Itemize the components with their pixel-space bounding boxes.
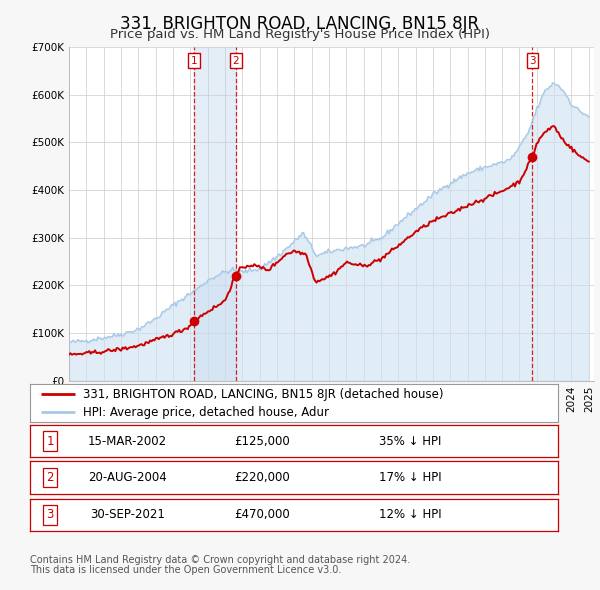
Text: 20-AUG-2004: 20-AUG-2004 bbox=[88, 471, 167, 484]
Text: 15-MAR-2002: 15-MAR-2002 bbox=[88, 434, 167, 448]
Text: 1: 1 bbox=[46, 434, 54, 448]
Text: £125,000: £125,000 bbox=[235, 434, 290, 448]
Text: 2: 2 bbox=[46, 471, 54, 484]
Text: 35% ↓ HPI: 35% ↓ HPI bbox=[379, 434, 442, 448]
Bar bbox=[194, 47, 236, 381]
Text: 12% ↓ HPI: 12% ↓ HPI bbox=[379, 508, 442, 522]
Text: 331, BRIGHTON ROAD, LANCING, BN15 8JR (detached house): 331, BRIGHTON ROAD, LANCING, BN15 8JR (d… bbox=[83, 388, 443, 401]
Text: £470,000: £470,000 bbox=[235, 508, 290, 522]
Text: Contains HM Land Registry data © Crown copyright and database right 2024.: Contains HM Land Registry data © Crown c… bbox=[30, 555, 410, 565]
Text: 3: 3 bbox=[529, 55, 536, 65]
Text: 3: 3 bbox=[46, 508, 54, 522]
Text: 17% ↓ HPI: 17% ↓ HPI bbox=[379, 471, 442, 484]
Text: 30-SEP-2021: 30-SEP-2021 bbox=[90, 508, 165, 522]
Text: HPI: Average price, detached house, Adur: HPI: Average price, detached house, Adur bbox=[83, 406, 329, 419]
Text: 331, BRIGHTON ROAD, LANCING, BN15 8JR: 331, BRIGHTON ROAD, LANCING, BN15 8JR bbox=[121, 15, 479, 33]
Text: 2: 2 bbox=[233, 55, 239, 65]
Text: Price paid vs. HM Land Registry's House Price Index (HPI): Price paid vs. HM Land Registry's House … bbox=[110, 28, 490, 41]
Text: £220,000: £220,000 bbox=[235, 471, 290, 484]
Text: This data is licensed under the Open Government Licence v3.0.: This data is licensed under the Open Gov… bbox=[30, 565, 341, 575]
Text: 1: 1 bbox=[191, 55, 197, 65]
